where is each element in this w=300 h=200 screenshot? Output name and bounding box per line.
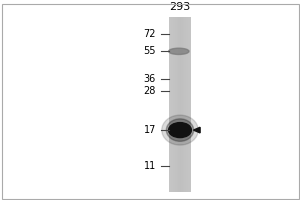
Bar [181, 17, 182, 192]
Bar [188, 17, 190, 192]
Bar [183, 17, 184, 192]
Text: 11: 11 [144, 161, 156, 171]
Bar [178, 17, 179, 192]
Ellipse shape [162, 115, 198, 145]
Text: 17: 17 [144, 125, 156, 135]
Bar [186, 17, 188, 192]
Bar [175, 17, 176, 192]
Ellipse shape [166, 119, 194, 141]
Bar [173, 17, 174, 192]
Bar [177, 17, 178, 192]
Ellipse shape [169, 123, 191, 138]
Ellipse shape [169, 48, 189, 54]
Bar [169, 17, 170, 192]
Bar [179, 17, 180, 192]
Text: 55: 55 [143, 46, 156, 56]
Bar [169, 17, 190, 192]
Text: 36: 36 [144, 74, 156, 84]
Bar [180, 17, 181, 192]
Bar [176, 17, 177, 192]
Bar [184, 17, 185, 192]
Bar [182, 17, 183, 192]
Bar [185, 17, 186, 192]
Text: 293: 293 [169, 2, 190, 12]
Text: 28: 28 [144, 86, 156, 96]
Bar [171, 17, 172, 192]
Bar [174, 17, 175, 192]
Bar [172, 17, 173, 192]
Polygon shape [194, 127, 200, 133]
Text: 72: 72 [143, 29, 156, 39]
